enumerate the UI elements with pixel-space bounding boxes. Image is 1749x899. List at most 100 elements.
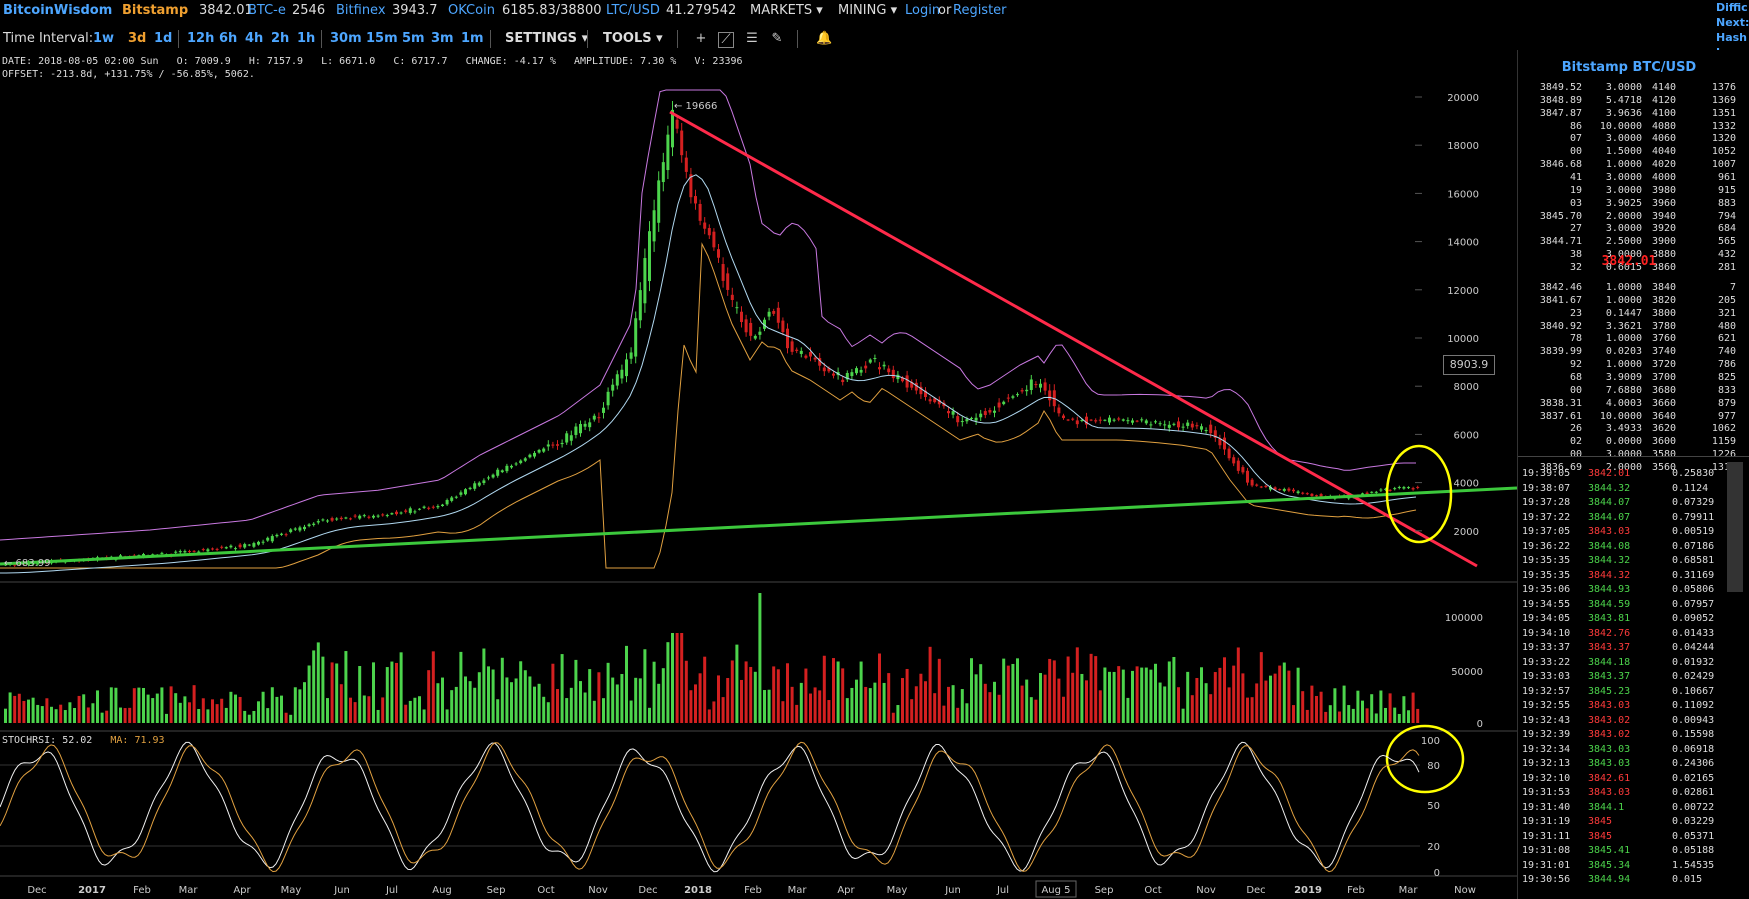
volume-bar: [491, 669, 495, 723]
mining-menu[interactable]: MINING ▾: [838, 3, 897, 18]
trade-time: 19:33:22: [1522, 656, 1571, 668]
trades-scrollbar[interactable]: [1727, 462, 1743, 592]
interval-30m[interactable]: 30m: [330, 31, 362, 46]
green-trend-line[interactable]: [0, 486, 1517, 566]
candle-body: [1071, 418, 1075, 420]
candle-body: [445, 500, 449, 505]
highlight-circle-price[interactable]: [1385, 444, 1453, 544]
crosshair-icon[interactable]: +: [695, 31, 707, 46]
login-link[interactable]: Login: [905, 3, 941, 18]
volume-bar: [358, 666, 362, 723]
ticker-btce-price: 2546: [292, 3, 326, 18]
interval-3d[interactable]: 3d: [128, 31, 147, 46]
trade-amount: 0.07186: [1672, 540, 1715, 552]
settings-menu[interactable]: SETTINGS ▾: [505, 31, 588, 46]
trade-amount: 0.00519: [1672, 526, 1715, 537]
tools-menu[interactable]: TOOLS ▾: [603, 31, 663, 46]
volume-bar: [165, 713, 168, 723]
orderbook-cell: 565: [1717, 236, 1736, 248]
candle-body: [514, 463, 518, 465]
volume-bar: [565, 698, 569, 723]
volume-bar: [390, 661, 394, 723]
volume-bar: [1025, 679, 1029, 723]
register-link[interactable]: Register: [953, 3, 1007, 18]
orderbook-cell: 794: [1717, 210, 1736, 222]
toolbar-divider: [490, 30, 491, 48]
price-tick-label: 14000: [1447, 238, 1479, 249]
volume-bar: [422, 709, 426, 723]
orderbook-cell: 10.0000: [1599, 120, 1642, 132]
volume-bar: [427, 670, 431, 723]
orderbook-cell: 0.0203: [1605, 346, 1642, 358]
volume-bar: [841, 668, 845, 723]
candle-body: [441, 504, 444, 507]
interval-5m[interactable]: 5m: [402, 31, 425, 46]
interval-12h[interactable]: 12h: [187, 31, 215, 46]
interval-15m[interactable]: 15m: [366, 31, 398, 46]
volume-bar: [339, 684, 343, 723]
orderbook-cell: 7.6880: [1605, 384, 1642, 396]
volume-bar: [109, 687, 113, 723]
ticker-btce-name[interactable]: BTC-e: [248, 3, 286, 18]
candle-body: [1048, 390, 1052, 401]
volume-bar: [160, 687, 164, 723]
pen-tool-icon[interactable]: ✎: [771, 31, 783, 46]
interval-1d[interactable]: 1d: [154, 31, 173, 46]
interval-2h[interactable]: 2h: [271, 31, 290, 46]
ticker-bitstamp-name[interactable]: Bitstamp: [122, 3, 189, 18]
candle-body: [206, 549, 210, 552]
interval-3m[interactable]: 3m: [431, 31, 454, 46]
volume-bar: [454, 686, 458, 723]
volume-bar: [385, 667, 389, 723]
highlight-circle-stoch[interactable]: [1385, 724, 1465, 794]
candle-body: [786, 328, 789, 349]
brand-logo[interactable]: BitcoinWisdom: [3, 3, 113, 18]
candle-body: [827, 368, 831, 372]
volume-bar: [873, 682, 877, 723]
volume-bar: [643, 649, 647, 723]
candle-body: [832, 373, 835, 376]
candle-body: [749, 322, 753, 336]
time-tick-label: Nov: [588, 885, 608, 896]
price-chart[interactable]: ← 19666 ← 683.99 20000180001600014000120…: [0, 0, 1517, 899]
line-tool-icon[interactable]: ⟋: [718, 32, 734, 48]
orderbook-cell: 4040: [1652, 146, 1677, 158]
candle-body: [1016, 394, 1019, 396]
candle-body: [224, 547, 228, 549]
ticker-bitfinex-name[interactable]: Bitfinex: [336, 3, 386, 18]
ticker-okcoin-name[interactable]: OKCoin: [448, 3, 495, 18]
time-tick-label: Sep: [487, 885, 506, 896]
volume-bar: [376, 709, 380, 723]
interval-1h[interactable]: 1h: [297, 31, 316, 46]
bell-icon[interactable]: 🔔: [816, 31, 833, 46]
stochrsi-ma-value: MA: 71.93: [110, 735, 165, 746]
candle-body: [634, 318, 638, 357]
candle-body: [1305, 493, 1309, 495]
interval-4h[interactable]: 4h: [245, 31, 264, 46]
ticker-ltcusd-name[interactable]: LTC/USD: [606, 3, 660, 18]
time-tick-label: Dec: [638, 885, 657, 896]
volume-bar: [753, 671, 757, 723]
orderbook-cell: 86: [1569, 120, 1582, 132]
markets-label: MARKETS: [750, 3, 813, 18]
volume-bar: [832, 658, 835, 723]
candle-body: [431, 506, 435, 508]
trade-price: 3843.37: [1588, 642, 1631, 653]
candle-body: [496, 469, 500, 476]
orderbook-cell: 3.0000: [1605, 133, 1642, 145]
lines-tool-icon[interactable]: ☰: [746, 31, 758, 46]
candle-body: [1236, 460, 1240, 471]
interval-6h[interactable]: 6h: [219, 31, 238, 46]
trade-amount: 0.02861: [1672, 787, 1715, 798]
markets-menu[interactable]: MARKETS ▾: [750, 3, 823, 18]
panel-title[interactable]: Bitstamp BTC/USD: [1561, 60, 1697, 75]
volume-bar: [1236, 647, 1240, 723]
interval-1w[interactable]: 1w: [93, 31, 115, 46]
volume-bar: [1080, 673, 1084, 723]
interval-1m[interactable]: 1m: [461, 31, 484, 46]
volume-bar: [1356, 690, 1360, 723]
red-trend-line[interactable]: [669, 110, 1478, 568]
candle-body: [1163, 424, 1167, 426]
trade-price: 3844.94: [1588, 874, 1631, 885]
candle-body: [473, 483, 477, 489]
